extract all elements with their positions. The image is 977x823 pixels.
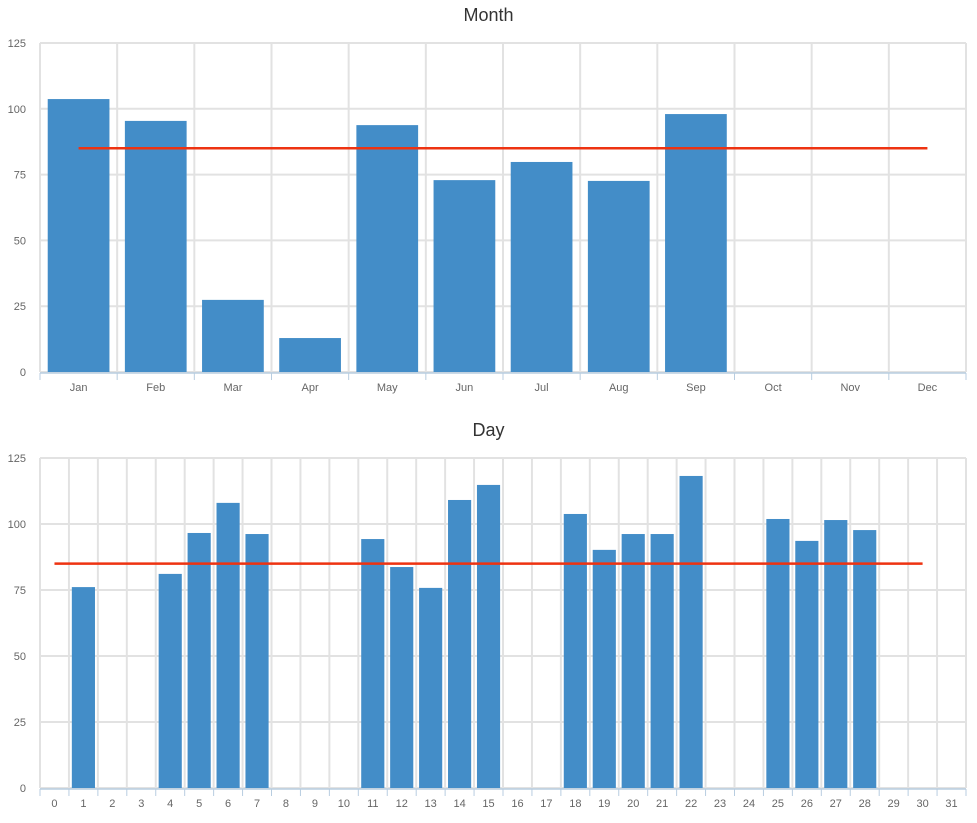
x-tick-label: 1 (80, 798, 86, 810)
x-tick-label: Nov (840, 382, 860, 394)
y-tick-label: 25 (14, 301, 26, 313)
y-tick-label: 50 (14, 651, 26, 663)
x-tick-label: 10 (338, 798, 350, 810)
x-tick-label: Mar (223, 382, 242, 394)
day-bar-13[interactable] (419, 587, 443, 788)
day-bar-7[interactable] (245, 534, 269, 788)
day-bar-19[interactable] (592, 549, 616, 788)
y-tick-label: 75 (14, 585, 26, 597)
x-tick-label: 7 (254, 798, 260, 810)
month-bar-Apr[interactable] (279, 338, 341, 372)
day-bar-27[interactable] (824, 520, 848, 788)
day-bar-21[interactable] (650, 534, 674, 788)
y-tick-label: 75 (14, 170, 26, 182)
day-bar-26[interactable] (795, 540, 819, 788)
day-bar-28[interactable] (853, 530, 877, 788)
y-tick-label: 100 (8, 104, 26, 116)
x-tick-label: 29 (888, 798, 900, 810)
y-tick-label: 0 (20, 783, 26, 795)
x-tick-label: 25 (772, 798, 784, 810)
month-bar-Aug[interactable] (587, 180, 650, 372)
day-bar-18[interactable] (563, 513, 587, 788)
day-bar-25[interactable] (766, 518, 790, 788)
x-tick-label: Dec (918, 382, 938, 394)
x-tick-label: 21 (656, 798, 668, 810)
y-tick-label: 25 (14, 717, 26, 729)
x-tick-label: May (377, 382, 398, 394)
x-tick-label: Jul (535, 382, 549, 394)
month-chart: Month 0 25 50 75 100 125 Jan Feb Mar Apr May Jun Jul… (0, 0, 977, 400)
x-tick-label: 3 (138, 798, 144, 810)
month-bar-Mar[interactable] (202, 299, 264, 372)
x-tick-label: 31 (945, 798, 957, 810)
x-tick-label: 30 (916, 798, 928, 810)
x-tick-label: Apr (302, 382, 319, 394)
x-tick-label: 2 (109, 798, 115, 810)
month-chart-title: Month (463, 5, 514, 25)
day-bar-11[interactable] (361, 539, 385, 788)
x-tick-label: 0 (51, 798, 57, 810)
x-tick-label: 8 (283, 798, 289, 810)
day-bar-14[interactable] (448, 499, 472, 788)
x-tick-label: Aug (609, 382, 629, 394)
day-bar-5[interactable] (187, 532, 211, 788)
month-bar-Jul[interactable] (510, 161, 573, 372)
day-bar-22[interactable] (679, 475, 703, 788)
x-tick-label: 24 (743, 798, 755, 810)
x-tick-label: 26 (801, 798, 813, 810)
x-tick-label: 15 (482, 798, 494, 810)
x-tick-label: 20 (627, 798, 639, 810)
x-tick-label: Sep (686, 382, 706, 394)
month-bar-Sep[interactable] (665, 114, 727, 373)
month-bar-Jan[interactable] (47, 99, 110, 373)
x-tick-label: 18 (569, 798, 581, 810)
day-bar-6[interactable] (216, 502, 240, 788)
day-chart-title: Day (472, 420, 505, 440)
x-tick-label: 4 (167, 798, 173, 810)
y-tick-label: 125 (8, 38, 26, 50)
y-tick-label: 125 (8, 453, 26, 465)
x-tick-label: 6 (225, 798, 231, 810)
x-tick-label: 13 (425, 798, 437, 810)
day-bar-15[interactable] (476, 484, 501, 788)
y-tick-label: 50 (14, 235, 26, 247)
x-tick-label: Feb (146, 382, 165, 394)
x-tick-label: 27 (830, 798, 842, 810)
month-bar-Feb[interactable] (124, 120, 187, 373)
day-bar-1[interactable] (71, 587, 95, 788)
x-tick-label: 28 (859, 798, 871, 810)
x-tick-label: 19 (598, 798, 610, 810)
x-tick-label: 17 (540, 798, 552, 810)
month-bar-Jun[interactable] (433, 180, 496, 372)
day-bar-12[interactable] (390, 567, 414, 788)
x-tick-label: 14 (453, 798, 465, 810)
x-tick-label: 12 (396, 798, 408, 810)
month-chart-plot: 0 25 50 75 100 125 Jan Feb Mar Apr May Jun Jul Aug Sep… (8, 38, 967, 394)
x-tick-label: Jan (70, 382, 88, 394)
x-tick-label: Jun (456, 382, 474, 394)
y-tick-label: 0 (20, 367, 26, 379)
x-tick-label: 23 (714, 798, 726, 810)
x-tick-label: 11 (367, 798, 378, 810)
x-tick-label: 16 (511, 798, 523, 810)
month-bar-May[interactable] (356, 125, 419, 372)
x-tick-label: 5 (196, 798, 202, 810)
x-tick-label: Oct (765, 382, 782, 394)
day-bar-4[interactable] (158, 573, 182, 788)
y-tick-label: 100 (8, 519, 26, 531)
day-bar-20[interactable] (621, 534, 645, 788)
x-tick-label: 9 (312, 798, 318, 810)
x-tick-label: 22 (685, 798, 697, 810)
